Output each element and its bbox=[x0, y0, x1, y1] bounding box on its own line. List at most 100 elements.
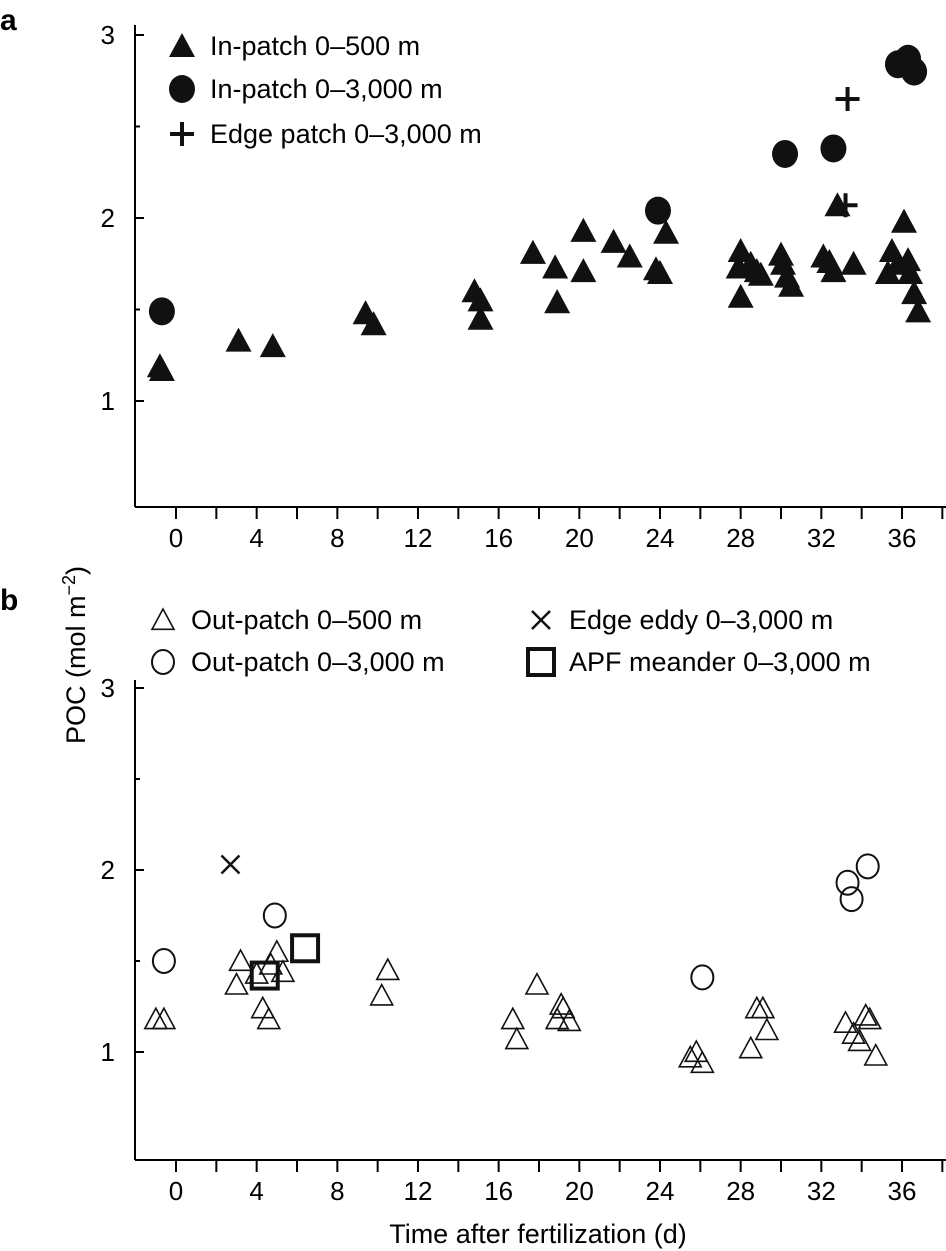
panel-a-legend-label: In-patch 0–3,000 m bbox=[210, 74, 443, 104]
panel-b-point bbox=[550, 995, 576, 1019]
panel-b-point bbox=[151, 948, 176, 974]
panel-b-point bbox=[228, 948, 253, 972]
panel-a-legend-marker bbox=[169, 75, 195, 103]
panel-a-point bbox=[146, 353, 173, 378]
panel-a-point bbox=[901, 280, 928, 305]
panel-b-point bbox=[143, 1006, 169, 1030]
panel-b-point bbox=[500, 1006, 526, 1030]
panel-b-point bbox=[220, 854, 241, 875]
panel-a-point bbox=[901, 57, 928, 86]
panel-a-x-tick-label: 28 bbox=[726, 523, 755, 553]
panel-a-x-tick-label: 12 bbox=[404, 523, 433, 553]
panel-b-series-3 bbox=[249, 933, 321, 991]
panel-b-point bbox=[250, 995, 276, 1019]
panel-b-y-tick-label: 3 bbox=[101, 673, 115, 703]
panel-b-point bbox=[224, 971, 249, 995]
panel-b-point bbox=[863, 1042, 889, 1066]
panel-b-legend-marker bbox=[526, 647, 556, 677]
panel-b-series-1 bbox=[151, 853, 880, 991]
panel-b-legend-label: APF meander 0–3,000 m bbox=[569, 647, 871, 677]
panel-a-x-tick-label: 8 bbox=[330, 523, 344, 553]
panel-b-legend-entry: Edge eddy 0–3,000 m bbox=[531, 605, 833, 635]
panel-b-point bbox=[847, 1028, 872, 1052]
panel-a-point bbox=[542, 254, 569, 279]
panel-a-legend-marker bbox=[169, 33, 195, 58]
panel-b-point bbox=[556, 1008, 582, 1032]
panel-b-legend-entry: Out-patch 0–500 m bbox=[150, 605, 422, 635]
panel-a-x-tick-label: 4 bbox=[249, 523, 263, 553]
panel-b-series-2 bbox=[220, 854, 241, 875]
y-axis-title-close: ) bbox=[61, 566, 91, 575]
panel-a-legend-entry: In-patch 0–3,000 m bbox=[169, 74, 443, 104]
panel-b-x-tick-label: 28 bbox=[726, 1176, 755, 1206]
panel-a-point bbox=[778, 272, 805, 297]
panel-b-legend-entry: APF meander 0–3,000 m bbox=[526, 647, 871, 677]
panel-a-point bbox=[905, 298, 932, 323]
panel-a-point bbox=[259, 333, 286, 358]
panel-b-letter: b bbox=[0, 584, 18, 617]
panel-a-point bbox=[835, 87, 860, 112]
panel-a-legend-entry: In-patch 0–500 m bbox=[169, 31, 420, 61]
panel-b-legend-entry: Out-patch 0–3,000 m bbox=[151, 647, 445, 677]
panel-a-points bbox=[146, 44, 932, 381]
panel-a-point bbox=[647, 259, 673, 284]
panel-a-letter: a bbox=[0, 4, 17, 37]
panel-b-points bbox=[143, 853, 889, 1074]
panel-a-point bbox=[895, 247, 922, 272]
panel-a-point bbox=[820, 258, 847, 283]
panel-b-point bbox=[841, 1021, 866, 1044]
panel-a-x-tick-label: 16 bbox=[484, 523, 513, 553]
panel-b-point bbox=[677, 1044, 703, 1068]
panel-a-legend: In-patch 0–500 m In-patch 0–3,000 m Edge p… bbox=[169, 31, 482, 149]
panel-b-legend-marker bbox=[531, 610, 551, 630]
panel-a-point bbox=[727, 237, 754, 262]
panel-b-x-tick-label: 16 bbox=[484, 1176, 513, 1206]
panel-b-point bbox=[375, 957, 401, 981]
panel-b-point bbox=[249, 960, 280, 991]
panel-b-point bbox=[256, 1006, 282, 1030]
panel-b-point bbox=[524, 971, 550, 995]
panel-b-series-0 bbox=[143, 939, 889, 1074]
panel-b-point bbox=[690, 964, 715, 991]
panel-a-point bbox=[644, 196, 671, 225]
panel-a-point bbox=[653, 219, 680, 244]
panel-a-point bbox=[747, 261, 774, 286]
panel-a-point bbox=[544, 289, 571, 314]
panel-a-x-tick-label: 20 bbox=[565, 523, 594, 553]
panel-b-x-tick-label: 4 bbox=[249, 1176, 263, 1206]
panel-b-point bbox=[151, 1006, 177, 1030]
panel-b-point bbox=[833, 1010, 858, 1034]
panel-b-legend-marker bbox=[151, 649, 175, 675]
panel-a-point bbox=[600, 228, 627, 253]
panel-b-point bbox=[855, 853, 880, 880]
panel-a-series-1 bbox=[148, 44, 928, 326]
panel-b-point bbox=[690, 1050, 715, 1074]
panel-a-point bbox=[225, 327, 252, 352]
panel-b-legend: Out-patch 0–500 m Out-patch 0–3,000 m Edge… bbox=[150, 605, 871, 677]
panel-b-point bbox=[738, 1035, 764, 1059]
panel-a-point bbox=[820, 134, 847, 163]
panel-b-point bbox=[853, 1002, 879, 1026]
y-axis-title-exponent: −2 bbox=[59, 575, 79, 596]
panel-b-x-tick-label: 20 bbox=[565, 1176, 594, 1206]
panel-b-y-tick-label: 2 bbox=[101, 855, 115, 885]
panel-a-series-2 bbox=[833, 87, 860, 218]
panel-a-y-tick-label: 2 bbox=[101, 203, 115, 233]
panel-b-point bbox=[262, 902, 287, 929]
panel-b-x-tick-label: 8 bbox=[330, 1176, 344, 1206]
panel-b-point bbox=[750, 995, 776, 1019]
panel-a-point bbox=[891, 208, 918, 233]
panel-b-point bbox=[290, 933, 321, 964]
panel-b-legend-label: Out-patch 0–500 m bbox=[191, 605, 422, 635]
panel-b-point bbox=[835, 869, 860, 896]
panel-a-point bbox=[727, 283, 754, 308]
panel-b-x-tick-label: 32 bbox=[807, 1176, 836, 1206]
panel-b-x-tick-label: 24 bbox=[646, 1176, 675, 1206]
panel-b-legend-label: Edge eddy 0–3,000 m bbox=[569, 605, 833, 635]
panel-b-point bbox=[754, 1017, 780, 1041]
panel-a-point bbox=[467, 305, 494, 330]
